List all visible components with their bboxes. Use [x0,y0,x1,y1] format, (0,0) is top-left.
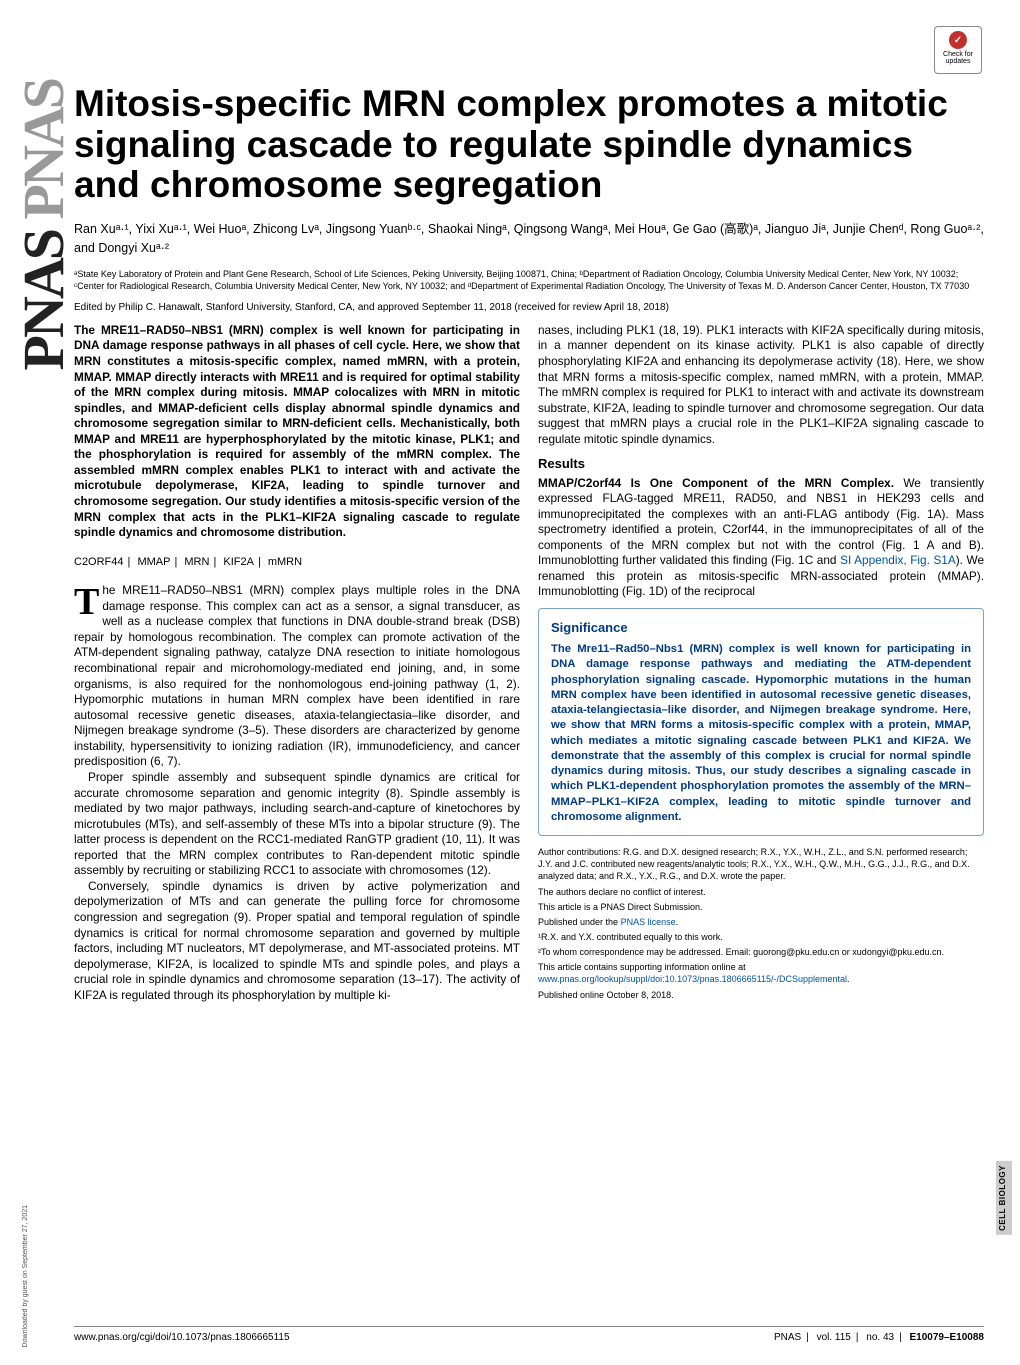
significance-box: Significance The Mre11–Rad50–Nbs1 (MRN) … [538,608,984,836]
intro-para-1: The MRE11–RAD50–NBS1 (MRN) complex plays… [74,583,520,770]
journal-vertical-brand: PNAS PNAS [10,80,77,370]
significance-heading: Significance [551,619,971,636]
abstract: The MRE11–RAD50–NBS1 (MRN) complex is we… [74,323,520,541]
affiliations: ᵃState Key Laboratory of Protein and Pla… [74,268,984,292]
license-line: Published under the PNAS license. [538,916,984,928]
page-content: Mitosis-specific MRN complex promotes a … [74,0,984,1004]
download-note: Downloaded by guest on September 27, 202… [22,1205,29,1347]
si-appendix-link[interactable]: SI Appendix, Fig. S1A [840,553,956,567]
direct-submission: This article is a PNAS Direct Submission… [538,901,984,913]
check-updates-line2: updates [935,58,981,65]
authors-line: Ran Xuᵃ·¹, Yixi Xuᵃ·¹, Wei Huoᵃ, Zhicong… [74,220,984,258]
pnas-license-link[interactable]: PNAS license [621,917,676,927]
equal-contribution-note: ¹R.X. and Y.X. contributed equally to th… [538,931,984,943]
keywords-line: C2ORF44| MMAP| MRN| KIF2A| mMRN [74,555,520,570]
results-runin: MMAP/C2orf44 Is One Component of the MRN… [538,476,894,490]
keyword: MMAP [137,556,170,568]
significance-body: The Mre11–Rad50–Nbs1 (MRN) complex is we… [551,642,971,825]
two-column-body: The MRE11–RAD50–NBS1 (MRN) complex is we… [74,323,984,1004]
right-column: nases, including PLK1 (18, 19). PLK1 int… [538,323,984,1004]
check-icon: ✓ [949,31,967,49]
brand-dark: PNAS [11,231,76,370]
correspondence-note: ²To whom correspondence may be addressed… [538,946,984,958]
body-text-right: nases, including PLK1 (18, 19). PLK1 int… [538,323,984,600]
left-column: The MRE11–RAD50–NBS1 (MRN) complex is we… [74,323,520,1004]
dropcap: T [74,583,102,618]
footer-citation: PNAS| vol. 115| no. 43| E10079–E10088 [774,1332,984,1343]
keyword: KIF2A [223,556,254,568]
edited-line: Edited by Philip C. Hanawalt, Stanford U… [74,302,984,313]
conflict-statement: The authors declare no conflict of inter… [538,886,984,898]
page-footer: www.pnas.org/cgi/doi/10.1073/pnas.180666… [74,1326,984,1343]
supplemental-link[interactable]: www.pnas.org/lookup/suppl/doi:10.1073/pn… [538,974,847,984]
published-online: Published online October 8, 2018. [538,989,984,1001]
footer-doi[interactable]: www.pnas.org/cgi/doi/10.1073/pnas.180666… [74,1332,290,1343]
check-updates-line1: Check for [935,51,981,58]
keyword: MRN [184,556,209,568]
article-title: Mitosis-specific MRN complex promotes a … [74,84,984,206]
keyword: mMRN [268,556,302,568]
results-para-1: MMAP/C2orf44 Is One Component of the MRN… [538,476,984,601]
body-text-left: The MRE11–RAD50–NBS1 (MRN) complex plays… [74,583,520,1003]
category-side-label: CELL BIOLOGY [996,1161,1012,1235]
keyword: C2ORF44 [74,556,124,568]
article-meta: Author contributions: R.G. and D.X. desi… [538,846,984,1001]
supporting-info: This article contains supporting informa… [538,961,984,985]
intro-para-3: Conversely, spindle dynamics is driven b… [74,879,520,1004]
results-heading: Results [538,455,984,472]
intro-para-2: Proper spindle assembly and subsequent s… [74,770,520,879]
check-updates-badge[interactable]: ✓ Check for updates [934,26,982,74]
author-contributions: Author contributions: R.G. and D.X. desi… [538,846,984,882]
brand-light: PNAS [11,80,76,219]
intro-continued: nases, including PLK1 (18, 19). PLK1 int… [538,323,984,448]
